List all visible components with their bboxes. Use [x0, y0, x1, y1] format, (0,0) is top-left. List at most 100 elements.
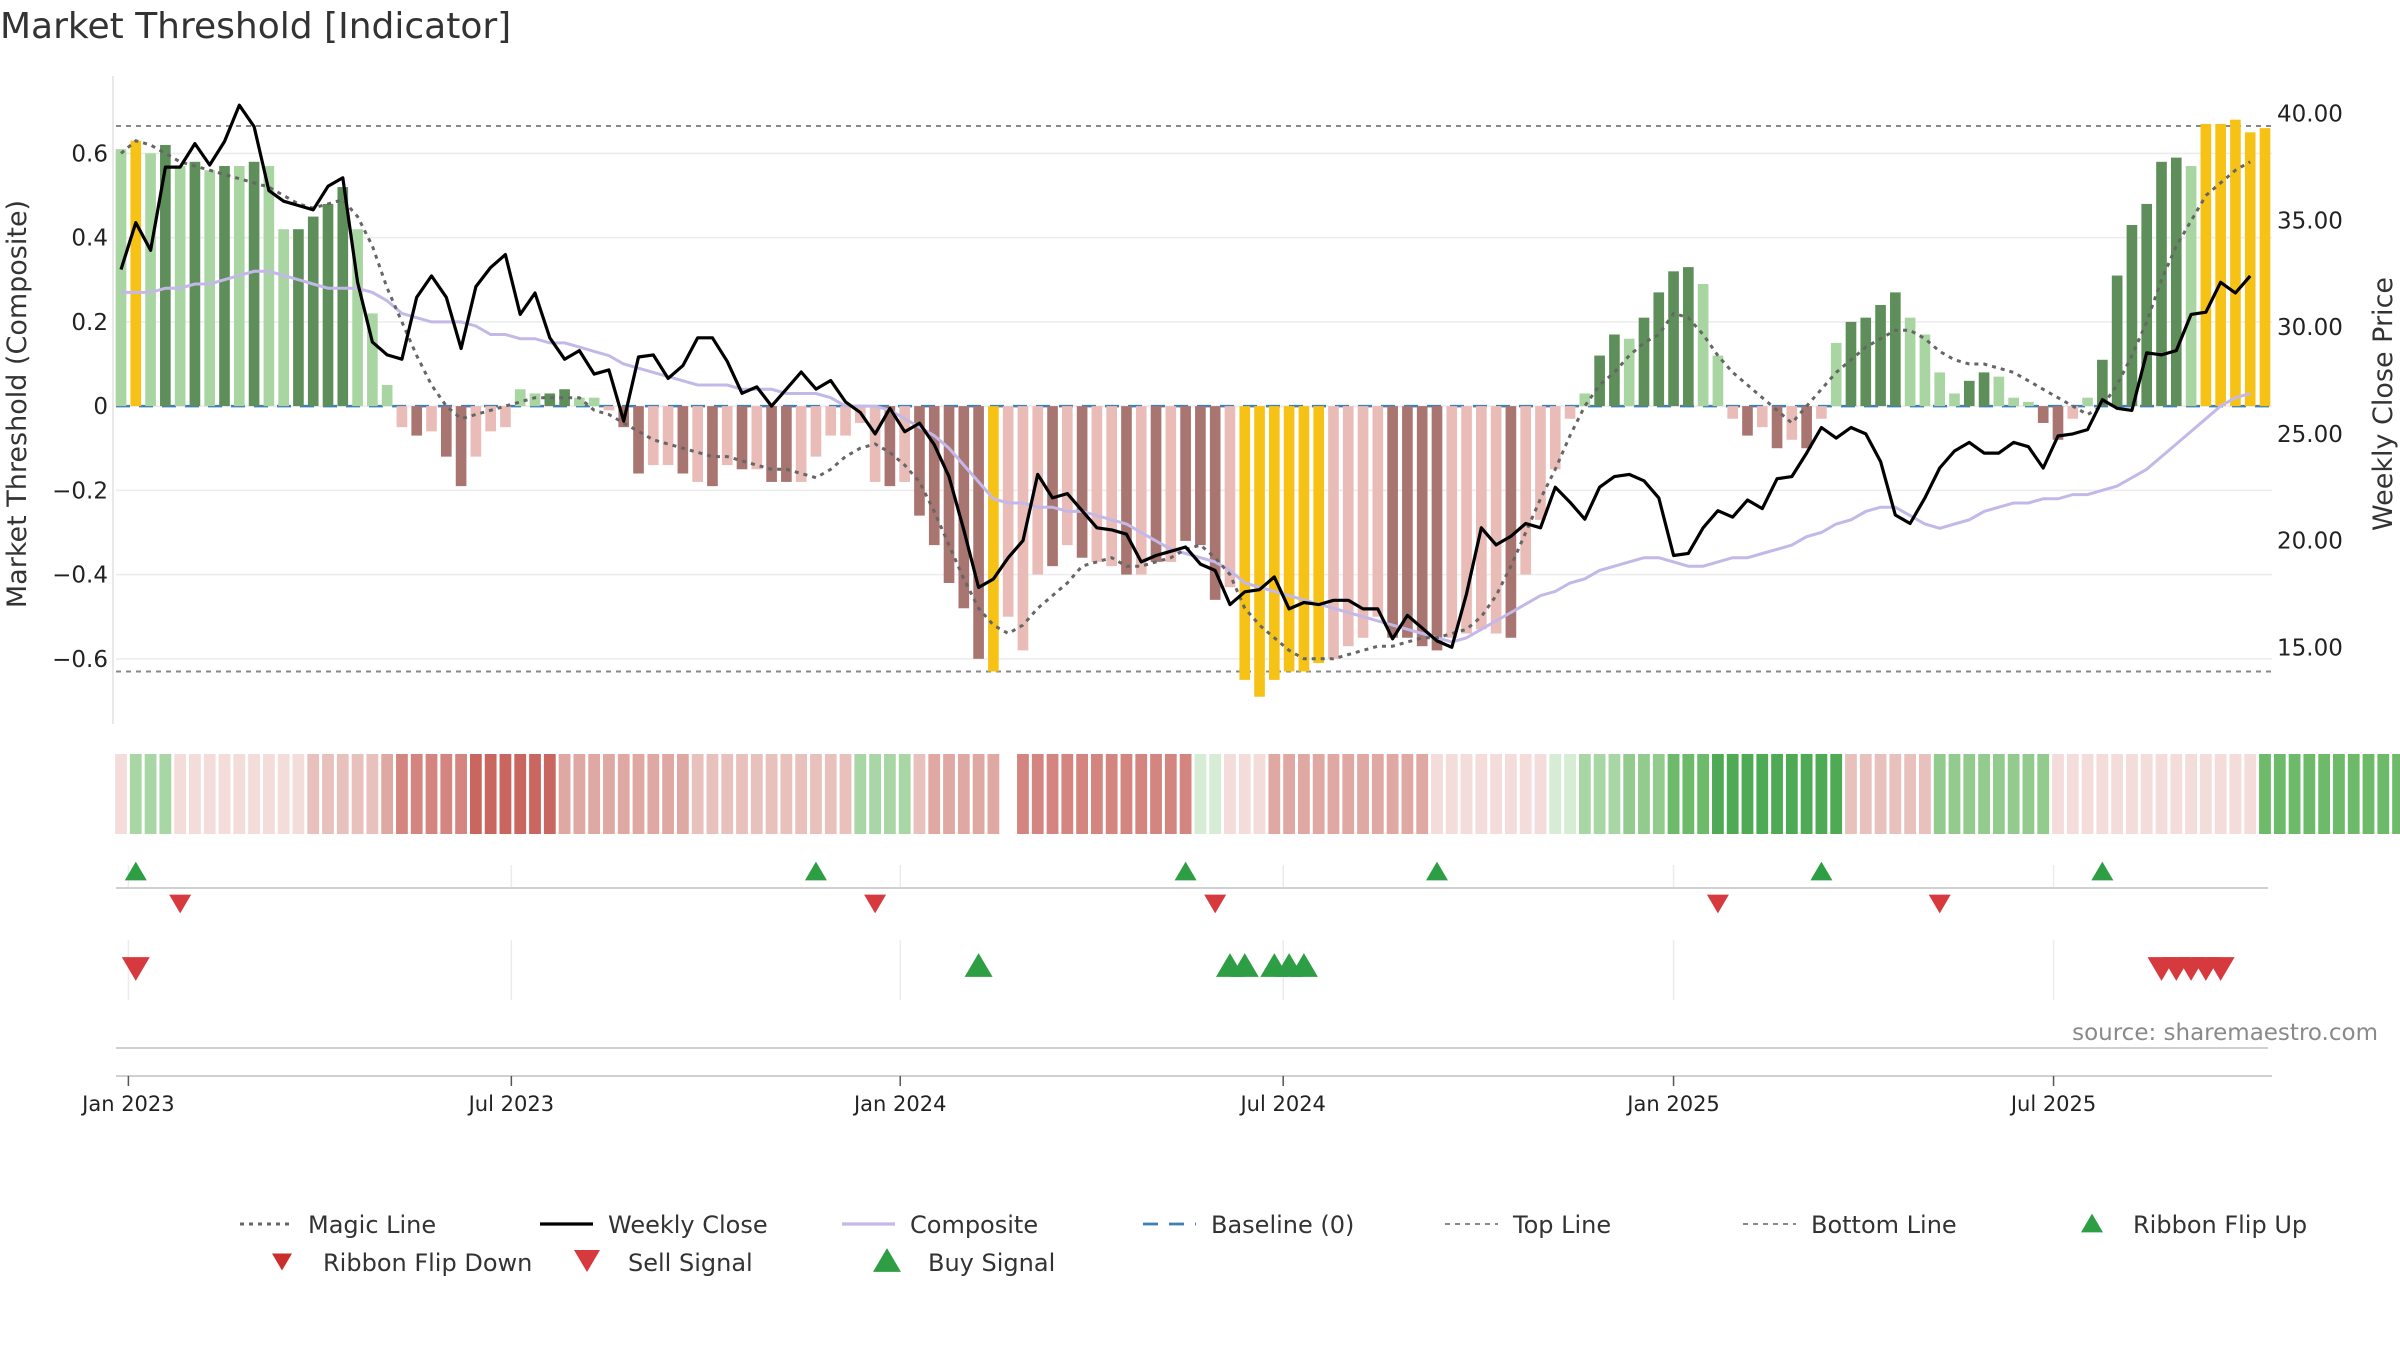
ribbon-cell	[366, 754, 379, 834]
ribbon-flip-up-marker	[1425, 861, 1448, 881]
ribbon-cell	[2229, 754, 2242, 834]
ribbon-cell	[2155, 754, 2168, 834]
ribbon-cell	[381, 754, 394, 834]
ribbon-cell	[1120, 754, 1133, 834]
ribbon-cell	[1859, 754, 1872, 834]
ribbon-cell	[1238, 754, 1251, 834]
composite-bar	[2230, 119, 2241, 407]
composite-bar	[160, 144, 171, 407]
ribbon-cell	[2273, 754, 2286, 834]
composite-bar	[1727, 406, 1739, 419]
axes: 0.6 0.4 0.2 0 −0.2 −0.4 −0.6 40.00 35.00 30.00 25.…	[2, 76, 2399, 724]
composite-bar	[781, 406, 792, 482]
composite-bar	[1150, 406, 1162, 562]
ribbon-cell	[2377, 754, 2390, 834]
composite-bar	[337, 187, 349, 407]
ribbon-cell	[2259, 754, 2271, 834]
composite-bar	[2126, 224, 2138, 407]
ribbon-cell	[1268, 754, 1281, 834]
legend-item-sell: Sell Signal	[574, 1249, 753, 1277]
composite-bar	[500, 406, 511, 428]
ribbon-cell	[1031, 754, 1044, 834]
ribbon-cell	[1904, 754, 1917, 834]
composite-bar	[1505, 406, 1517, 638]
composite-bar	[914, 406, 925, 516]
composite-bar	[1875, 305, 1886, 407]
composite-bar	[2215, 123, 2226, 407]
composite-bar	[603, 406, 615, 411]
sell-signal-marker	[121, 957, 150, 981]
x-axis: Jan 2023 Jul 2023 Jan 2024 Jul 2024 Jan 2025…	[80, 1076, 2096, 1116]
ribbon-cell	[898, 754, 911, 834]
source-label: source: sharemaestro.com	[2072, 1020, 2378, 1046]
ribbon-cell	[2066, 754, 2079, 834]
composite-bar	[1919, 334, 1931, 407]
composite-bar	[1269, 406, 1280, 680]
composite-bar	[1594, 355, 1605, 407]
composite-bar	[2097, 359, 2108, 407]
composite-bar	[455, 406, 467, 487]
legend-label: Baseline (0)	[1211, 1211, 1354, 1239]
ribbon-cell	[1800, 754, 1813, 834]
ribbon-cell	[1667, 754, 1680, 834]
composite-bar	[1461, 406, 1472, 634]
composite-bar	[322, 203, 334, 407]
composite-bar	[1993, 376, 2005, 407]
ribbon-cell	[425, 754, 438, 834]
legend-label: Magic Line	[308, 1211, 436, 1239]
ribbon-cell	[322, 754, 334, 834]
legend-label: Ribbon Flip Up	[2133, 1211, 2307, 1239]
composite-bar	[1239, 406, 1251, 680]
ribbon-cell	[1209, 754, 1222, 834]
legend-item-flipdown: Ribbon Flip Down	[272, 1249, 532, 1277]
ribbon-cell	[1194, 754, 1207, 834]
composite-bar	[633, 406, 644, 474]
composite-bar	[426, 406, 437, 432]
composite-bar	[1697, 283, 1709, 407]
composite-bar	[1638, 317, 1650, 407]
composite-bar	[440, 406, 452, 457]
composite-bar	[1076, 406, 1088, 558]
composite-bar	[721, 406, 733, 466]
legend-swatch	[574, 1249, 600, 1273]
ribbon-cell	[2022, 754, 2035, 834]
composite-bar	[2008, 397, 2019, 407]
composite-bar	[1195, 406, 1206, 546]
composite-line	[121, 269, 2251, 644]
composite-bar	[1742, 406, 1753, 436]
ribbon-cell	[2392, 754, 2400, 834]
sell-signal-marker	[2206, 957, 2235, 981]
composite-bar	[588, 397, 600, 407]
composite-bar	[958, 406, 970, 609]
right-tick-label: 15.00	[2277, 635, 2343, 661]
ribbon-cell	[839, 754, 852, 834]
composite-bar	[2111, 275, 2123, 407]
ribbon-cell	[1564, 754, 1576, 834]
composite-bar	[514, 389, 526, 407]
ribbon-cell	[1061, 754, 1074, 834]
ribbon-cell	[1874, 754, 1887, 834]
ribbon-cell	[810, 754, 822, 834]
ribbon-cell	[529, 754, 541, 834]
ribbon-cell	[2318, 754, 2331, 834]
left-tick-label: 0.4	[71, 226, 108, 252]
composite-bar	[145, 153, 156, 407]
ribbon-cell	[1105, 754, 1118, 834]
left-tick-label: −0.2	[52, 478, 108, 504]
ribbon-cell	[1046, 754, 1059, 834]
ribbon-flip-up-marker	[1174, 861, 1197, 881]
ribbon-cell	[1475, 754, 1488, 834]
ribbon-flip-down-marker	[169, 894, 192, 914]
composite-bar	[1342, 406, 1354, 647]
ribbon-cell	[721, 754, 734, 834]
ribbon-cell	[765, 754, 778, 834]
ribbon-cell	[1002, 754, 1015, 834]
composite-bar	[2037, 406, 2049, 423]
ribbon-flip-down-marker	[1204, 894, 1227, 914]
ribbon-flip-up-marker	[124, 861, 147, 881]
composite-bar	[1860, 317, 1872, 407]
composite-bar	[1490, 406, 1502, 634]
composite-bar	[677, 406, 689, 474]
composite-bar	[1402, 406, 1413, 638]
legend-item-bottomline: Bottom Line	[1743, 1211, 1957, 1239]
